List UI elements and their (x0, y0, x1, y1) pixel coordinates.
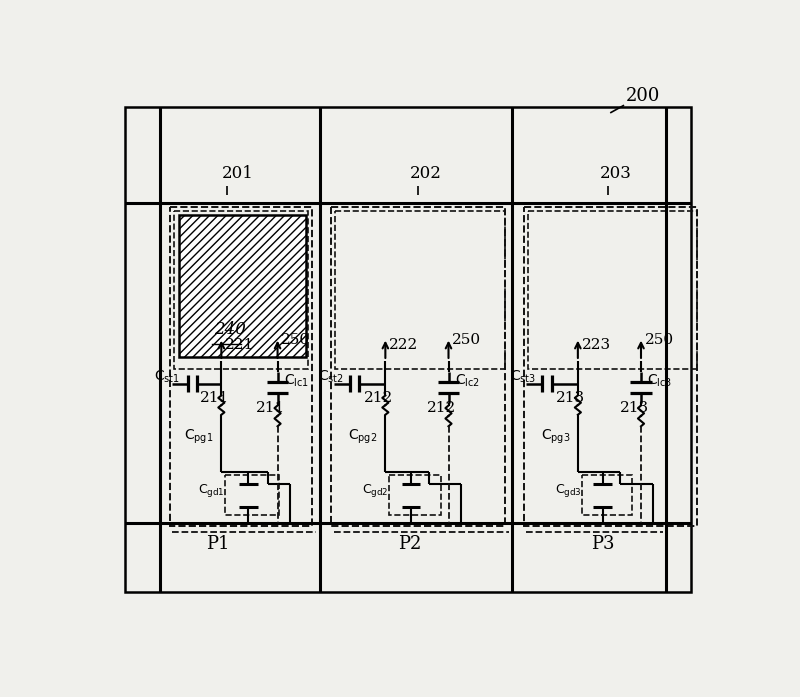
Text: $\mathsf{C_{lc1}}$: $\mathsf{C_{lc1}}$ (284, 373, 309, 389)
Text: $\mathsf{C_{pg1}}$: $\mathsf{C_{pg1}}$ (184, 427, 214, 446)
Bar (170, 207, 312, 526)
Text: 211: 211 (256, 401, 286, 415)
Text: 203: 203 (600, 165, 632, 183)
Text: P3: P3 (591, 535, 614, 553)
Text: 250: 250 (645, 333, 674, 347)
Text: $\mathsf{C_{st1}}$: $\mathsf{C_{st1}}$ (154, 369, 180, 385)
Text: 222: 222 (390, 338, 418, 352)
Bar (331, 207, 505, 526)
Bar (174, 210, 308, 369)
Text: 240: 240 (214, 321, 246, 338)
Text: 213: 213 (556, 390, 586, 405)
Bar (226, 475, 279, 515)
Text: $\mathsf{C_{gd3}}$: $\mathsf{C_{gd3}}$ (554, 482, 582, 499)
Text: $\mathsf{C_{gd2}}$: $\mathsf{C_{gd2}}$ (362, 482, 389, 499)
Text: 213: 213 (619, 401, 649, 415)
Text: 223: 223 (582, 338, 611, 352)
Text: $\mathsf{C_{pg2}}$: $\mathsf{C_{pg2}}$ (349, 427, 378, 446)
Bar (524, 207, 698, 526)
Text: P2: P2 (398, 535, 422, 553)
Text: $\mathsf{C_{st2}}$: $\mathsf{C_{st2}}$ (318, 369, 343, 385)
Text: 212: 212 (427, 401, 456, 415)
Bar (335, 210, 505, 369)
Text: 250: 250 (452, 333, 482, 347)
Text: $\mathsf{C_{st3}}$: $\mathsf{C_{st3}}$ (510, 369, 536, 385)
Bar (179, 215, 306, 357)
Text: 221: 221 (226, 338, 254, 352)
Text: $\mathsf{C_{gd1}}$: $\mathsf{C_{gd1}}$ (198, 482, 225, 499)
Text: 200: 200 (626, 86, 660, 105)
Text: $\mathsf{C_{pg3}}$: $\mathsf{C_{pg3}}$ (541, 427, 570, 446)
Text: $\mathsf{C_{lc2}}$: $\mathsf{C_{lc2}}$ (454, 373, 480, 389)
Text: 202: 202 (410, 165, 442, 183)
Bar (582, 475, 632, 515)
Text: P1: P1 (206, 535, 230, 553)
Text: 212: 212 (364, 390, 393, 405)
Text: $\mathsf{C_{lc3}}$: $\mathsf{C_{lc3}}$ (647, 373, 673, 389)
Bar (528, 210, 698, 369)
Text: 201: 201 (222, 165, 254, 183)
Text: 211: 211 (200, 390, 229, 405)
Bar (390, 475, 441, 515)
Text: 250: 250 (282, 333, 310, 347)
